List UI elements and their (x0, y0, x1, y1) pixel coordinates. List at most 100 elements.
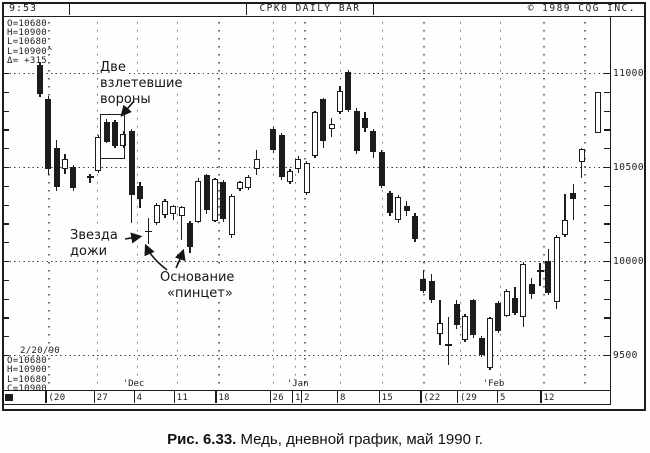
annotation-two-crows-line2: взлетевшие (100, 76, 185, 92)
chart-titlebar: 9:53 CPK0 DAILY BAR © 1989 CQG INC. (2, 2, 646, 17)
candle-wick (539, 262, 541, 286)
price-tick-left (3, 129, 9, 131)
annotation-two-crows: Две взлетевшие вороны (100, 60, 185, 108)
date-tick (457, 391, 459, 403)
candle-body (220, 182, 227, 219)
week-gridline (48, 22, 50, 388)
candle-body (545, 261, 552, 293)
candle-body (320, 99, 327, 141)
candle-body (120, 134, 127, 147)
price-tick-right (604, 204, 611, 206)
chart-outer-frame (2, 2, 646, 411)
candle-body (295, 159, 302, 169)
candle-body (203, 175, 210, 211)
figure-caption-text: Медь, дневной график, май 1990 г. (236, 431, 483, 448)
annotation-tweezers-line1: Основание (160, 270, 237, 286)
price-label: 9500 (613, 349, 638, 361)
date-label: 27 (96, 392, 109, 403)
annotation-doji-star-line2: дожи (70, 244, 110, 260)
quote-last: L=10900^ (7, 46, 53, 57)
month-label: 'Jan (286, 379, 309, 389)
date-axis-marker-square (5, 394, 13, 401)
price-tick-right (604, 223, 611, 225)
date-tick (497, 391, 499, 403)
price-tick-left (3, 167, 9, 169)
candle-body (362, 118, 368, 129)
price-tick-right (604, 298, 611, 300)
candle-body (187, 223, 193, 247)
candle-body (53, 148, 60, 187)
candle-wick (180, 206, 183, 241)
month-label: 'Feb (482, 379, 505, 389)
session-open: O=10680 (7, 355, 48, 366)
candle-body (178, 207, 185, 216)
candle-body (520, 263, 527, 318)
date-tick (378, 391, 380, 403)
candle-body (462, 315, 468, 340)
annotation-doji-star-line1: Звезда (70, 228, 120, 244)
candle-wick (89, 173, 91, 183)
price-gridline (5, 73, 609, 75)
candle-body (528, 283, 535, 294)
candle-body (412, 215, 418, 240)
candle-body (37, 65, 43, 94)
candle-body (378, 151, 385, 186)
candle-wick (447, 317, 450, 366)
candle-body (303, 163, 310, 194)
date-label: 5 (500, 392, 506, 403)
candle-body (345, 72, 352, 110)
price-tick-right (604, 148, 611, 150)
candle-body (387, 193, 393, 214)
week-gridline (218, 22, 220, 388)
date-tick (133, 391, 135, 403)
candle-wick (580, 148, 583, 178)
candle-body (237, 182, 243, 189)
price-tick-right (604, 129, 611, 131)
candlestick-chart-figure: 9:53 CPK0 DAILY BAR © 1989 CQG INC. O=10… (2, 2, 646, 411)
week-gridline (460, 22, 462, 388)
date-tick (337, 391, 339, 403)
price-tick-left (3, 355, 9, 357)
candle-doji (86, 176, 94, 179)
candle-body (553, 236, 560, 303)
candle-body (137, 185, 143, 199)
figure-caption-label: Рис. 6.33. (167, 431, 237, 448)
candle-body (395, 197, 402, 220)
week-gridline (500, 22, 502, 388)
price-tick-right (604, 91, 611, 94)
date-label: 8 (340, 392, 346, 403)
price-gridline (5, 261, 609, 263)
price-tick-right (604, 185, 611, 188)
price-tick-left (3, 185, 9, 188)
week-gridline (423, 22, 425, 388)
price-tick-left (3, 336, 9, 338)
candle-body (328, 123, 335, 130)
price-label: 10000 (613, 255, 645, 267)
annotation-tweezers: Основание «пинцет» (160, 270, 237, 302)
price-tick-right (604, 336, 611, 338)
date-label: (20 (48, 392, 66, 403)
date-tick (420, 391, 422, 403)
candle-body (128, 131, 135, 196)
candle-body (62, 159, 68, 169)
quote-low: L=10680 (7, 37, 48, 48)
candle-body (337, 90, 343, 113)
two-crows-pattern-box (100, 114, 125, 159)
candle-body (495, 303, 502, 331)
annotation-doji-star: Звезда дожи (70, 228, 120, 260)
date-tick (173, 391, 175, 403)
date-label: (22 (423, 392, 441, 403)
week-gridline (304, 22, 306, 388)
candle-body (287, 170, 293, 183)
candle-body (370, 131, 377, 153)
candle-wick (439, 300, 441, 346)
candle-body (437, 323, 443, 335)
candle-body (245, 176, 252, 188)
price-tick-right (604, 317, 611, 319)
price-tick-left (3, 261, 9, 263)
date-tick (292, 391, 294, 403)
candle-body (270, 129, 277, 151)
price-tick-right (604, 261, 611, 263)
price-label: 11000 (613, 67, 645, 79)
candle-body (312, 112, 318, 156)
